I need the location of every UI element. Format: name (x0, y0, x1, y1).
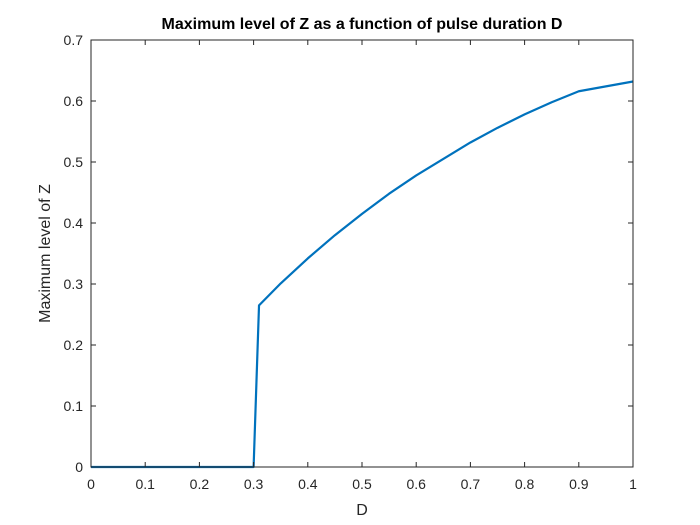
plot-area (91, 40, 633, 467)
axis-ticks: 0 0.1 0.2 0.3 0.4 0.5 0.6 0.7 0.8 0.9 1 0 0.1 0.2 0.3 0… (64, 32, 638, 492)
x-tick-label: 1 (629, 476, 637, 492)
x-tick-label: 0.6 (406, 476, 426, 492)
y-tick-label: 0.5 (64, 154, 84, 170)
x-tick-label: 0.4 (298, 476, 318, 492)
y-tick-label: 0.3 (64, 276, 84, 292)
y-tick-label: 0.7 (64, 32, 84, 48)
x-tick-label: 0.9 (569, 476, 589, 492)
x-tick-label: 0.7 (461, 476, 481, 492)
y-tick-label: 0.2 (64, 337, 84, 353)
x-tick-label: 0.3 (244, 476, 264, 492)
x-tick-label: 0 (87, 476, 95, 492)
y-tick-label: 0.1 (64, 398, 84, 414)
chart-title: Maximum level of Z as a function of puls… (162, 16, 563, 33)
x-tick-label: 0.5 (352, 476, 372, 492)
y-tick-label: 0.6 (64, 93, 84, 109)
y-tick-label: 0 (75, 459, 83, 475)
x-tick-label: 0.8 (515, 476, 535, 492)
x-tick-label: 0.1 (135, 476, 155, 492)
y-axis-label: Maximum level of Z (37, 184, 54, 323)
y-tick-label: 0.4 (64, 215, 84, 231)
x-tick-label: 0.2 (190, 476, 210, 492)
x-axis-label: D (356, 502, 368, 519)
